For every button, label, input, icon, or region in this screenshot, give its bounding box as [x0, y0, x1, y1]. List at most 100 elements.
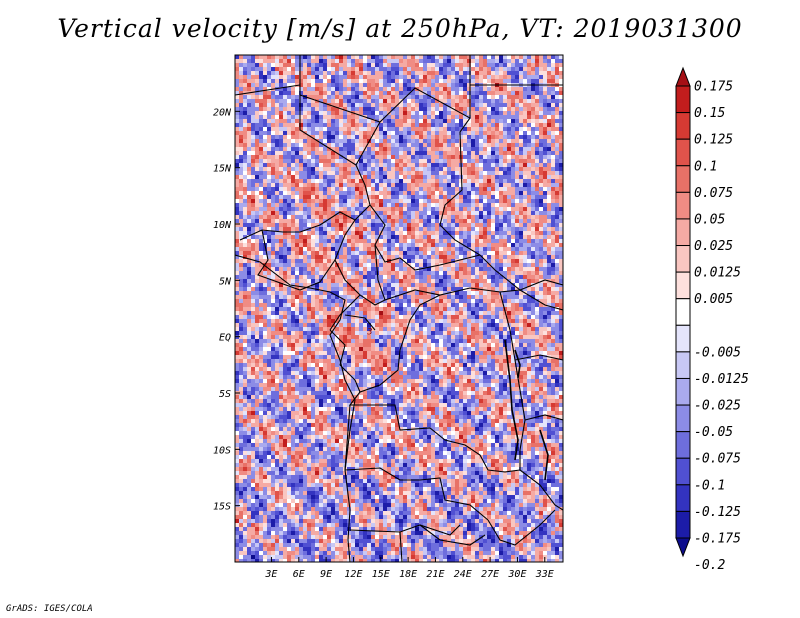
- field-cell: [411, 291, 415, 295]
- field-cell: [483, 163, 487, 167]
- field-cell: [427, 191, 431, 195]
- field-cell: [339, 63, 343, 67]
- field-cell: [451, 87, 455, 91]
- field-cell: [487, 271, 491, 275]
- field-cell: [519, 231, 523, 235]
- field-cell: [243, 179, 247, 183]
- field-cell: [455, 231, 459, 235]
- field-cell: [451, 275, 455, 279]
- field-cell: [539, 123, 543, 127]
- field-cell: [311, 155, 315, 159]
- field-cell: [455, 275, 459, 279]
- field-cell: [367, 111, 371, 115]
- field-cell: [339, 247, 343, 251]
- field-cell: [479, 159, 483, 163]
- field-cell: [251, 295, 255, 299]
- field-cell: [311, 75, 315, 79]
- field-cell: [395, 155, 399, 159]
- field-cell: [399, 191, 403, 195]
- field-cell: [371, 103, 375, 107]
- field-cell: [459, 87, 463, 91]
- field-cell: [515, 79, 519, 83]
- field-cell: [287, 167, 291, 171]
- field-cell: [439, 79, 443, 83]
- field-cell: [255, 67, 259, 71]
- field-cell: [515, 63, 519, 67]
- field-cell: [323, 243, 327, 247]
- field-cell: [507, 235, 511, 239]
- field-cell: [431, 239, 435, 243]
- field-cell: [447, 115, 451, 119]
- field-cell: [395, 199, 399, 203]
- field-cell: [243, 235, 247, 239]
- field-cell: [423, 251, 427, 255]
- field-cell: [471, 171, 475, 175]
- field-cell: [311, 95, 315, 99]
- field-cell: [323, 267, 327, 271]
- field-cell: [419, 135, 423, 139]
- field-cell: [471, 79, 475, 83]
- field-cell: [511, 279, 515, 283]
- field-cell: [443, 183, 447, 187]
- field-cell: [351, 207, 355, 211]
- field-cell: [515, 223, 519, 227]
- field-cell: [339, 75, 343, 79]
- field-cell: [367, 263, 371, 267]
- field-cell: [279, 235, 283, 239]
- field-cell: [535, 75, 539, 79]
- field-cell: [451, 75, 455, 79]
- field-cell: [355, 263, 359, 267]
- field-cell: [547, 215, 551, 219]
- field-cell: [399, 139, 403, 143]
- field-cell: [247, 223, 251, 227]
- field-cell: [555, 251, 559, 255]
- field-cell: [483, 235, 487, 239]
- field-cell: [303, 167, 307, 171]
- field-cell: [387, 135, 391, 139]
- field-cell: [467, 199, 471, 203]
- field-cell: [267, 147, 271, 151]
- field-cell: [419, 91, 423, 95]
- field-cell: [455, 143, 459, 147]
- field-cell: [523, 103, 527, 107]
- field-cell: [499, 71, 503, 75]
- field-cell: [367, 119, 371, 123]
- field-cell: [451, 219, 455, 223]
- field-cell: [291, 59, 295, 63]
- field-cell: [251, 167, 255, 171]
- field-cell: [291, 227, 295, 231]
- field-cell: [471, 243, 475, 247]
- field-cell: [379, 271, 383, 275]
- field-cell: [351, 87, 355, 91]
- field-cell: [335, 191, 339, 195]
- field-cell: [463, 183, 467, 187]
- field-cell: [555, 163, 559, 167]
- field-cell: [551, 255, 555, 259]
- field-cell: [239, 199, 243, 203]
- field-cell: [363, 179, 367, 183]
- field-cell: [447, 127, 451, 131]
- field-cell: [475, 107, 479, 111]
- field-cell: [515, 227, 519, 231]
- field-cell: [507, 247, 511, 251]
- field-cell: [555, 283, 559, 287]
- field-cell: [479, 227, 483, 231]
- field-cell: [331, 287, 335, 291]
- field-cell: [347, 191, 351, 195]
- field-cell: [527, 235, 531, 239]
- field-cell: [243, 191, 247, 195]
- field-cell: [439, 139, 443, 143]
- field-cell: [247, 271, 251, 275]
- field-cell: [263, 295, 267, 299]
- field-cell: [535, 59, 539, 63]
- field-cell: [323, 283, 327, 287]
- field-cell: [355, 283, 359, 287]
- field-cell: [435, 231, 439, 235]
- field-cell: [491, 151, 495, 155]
- field-cell: [259, 179, 263, 183]
- field-cell: [523, 139, 527, 143]
- field-cell: [347, 167, 351, 171]
- field-cell: [355, 83, 359, 87]
- field-cell: [347, 95, 351, 99]
- field-cell: [399, 287, 403, 291]
